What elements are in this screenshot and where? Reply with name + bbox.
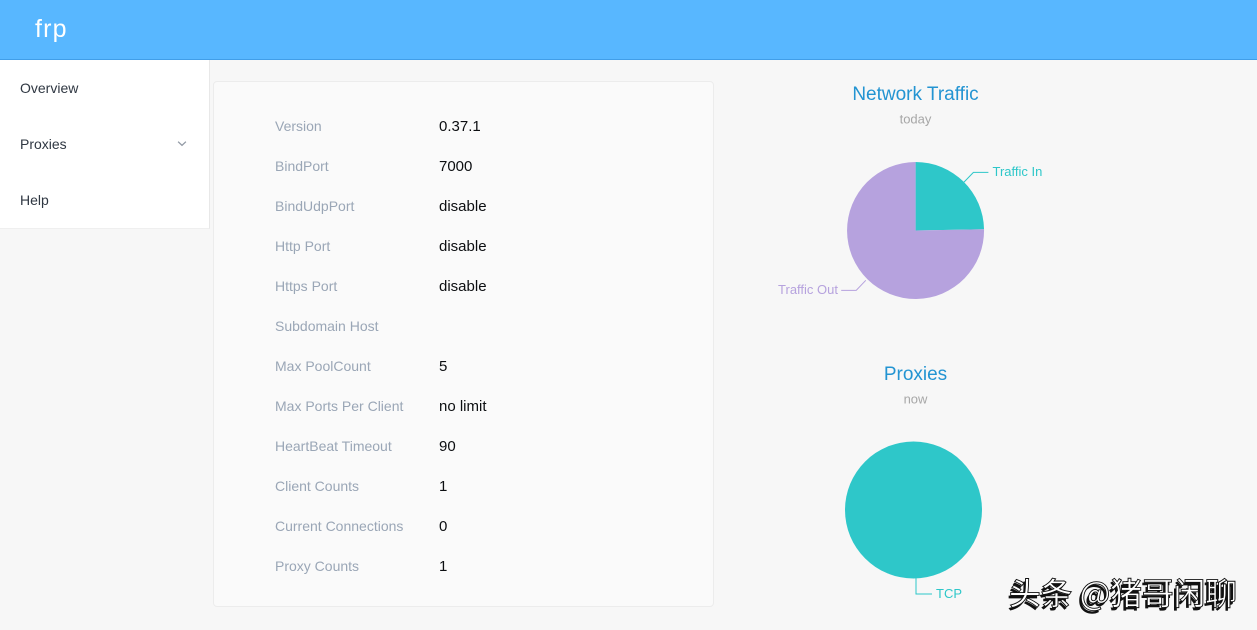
svg-text:Traffic In: Traffic In [993,164,1043,179]
svg-text:now: now [904,392,928,407]
svg-text:TCP: TCP [936,586,962,601]
svg-text:Network Traffic: Network Traffic [852,84,978,105]
svg-text:Traffic Out: Traffic Out [778,282,838,297]
svg-text:Proxies: Proxies [884,364,947,385]
svg-text:today: today [900,112,932,127]
